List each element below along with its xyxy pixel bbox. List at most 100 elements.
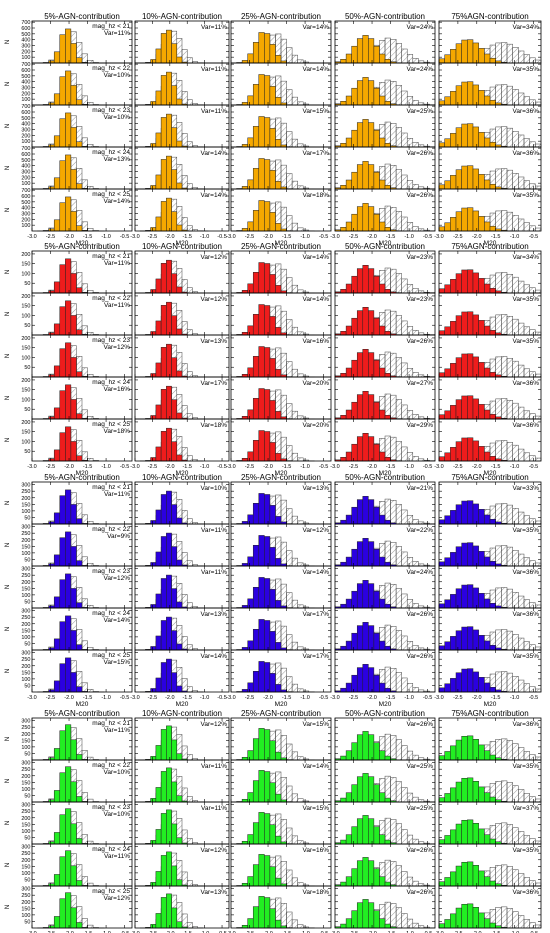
histogram-bar — [160, 389, 167, 420]
open-histogram-bar — [506, 399, 513, 420]
histogram-bar — [264, 33, 271, 64]
histogram-bar — [176, 454, 183, 462]
open-histogram-bar — [186, 371, 193, 378]
histogram-panel: Var=15% — [230, 801, 332, 845]
histogram-bar — [467, 626, 474, 651]
y-tick-label: 150 — [21, 502, 30, 508]
histogram-bar — [450, 321, 457, 336]
x-tick-label: -1.0 — [300, 464, 309, 470]
histogram-bar — [59, 76, 66, 106]
histogram-bar — [53, 51, 61, 64]
histogram-bar — [247, 95, 254, 106]
open-histogram-bar — [280, 499, 287, 525]
histogram-bar — [65, 489, 72, 525]
histogram-bar — [247, 409, 254, 420]
y-tick-label: 50 — [24, 557, 30, 563]
open-histogram-bar — [390, 541, 397, 567]
row-label: mag_hz < 21 — [92, 23, 130, 30]
histogram-bar — [379, 792, 386, 803]
histogram-bar — [450, 552, 457, 567]
var-label: Var=36% — [513, 569, 540, 576]
var-label: Var=36% — [513, 422, 540, 429]
x-tick-label: -1.0 — [510, 234, 519, 240]
y-tick-label: 300 — [21, 483, 30, 489]
histogram-bar — [264, 729, 271, 761]
histogram-bar — [379, 325, 386, 336]
open-histogram-bar — [523, 138, 530, 148]
open-histogram-bar — [523, 54, 530, 64]
histogram-bar — [484, 137, 491, 148]
var-label: Var=11% — [104, 30, 130, 37]
y-tick-label: 50 — [24, 281, 30, 287]
y-tick-label: 250 — [21, 725, 30, 731]
var-label: Var=14% — [201, 192, 228, 199]
var-label: Var=14% — [201, 150, 228, 157]
histogram-bar — [472, 42, 479, 64]
open-histogram-bar — [390, 39, 397, 64]
histogram-bar — [166, 809, 172, 845]
histogram-bar — [264, 578, 271, 609]
column-title: 75%AGN-contribution — [451, 12, 528, 21]
histogram-bar — [247, 451, 254, 462]
x-tick-label: -2.5 — [46, 695, 55, 701]
open-histogram-bar — [406, 792, 414, 803]
histogram-bar — [472, 545, 479, 567]
y-tick-label: 300 — [21, 845, 30, 851]
histogram-bar — [275, 793, 282, 803]
histogram-bar — [484, 682, 491, 693]
histogram-bar — [484, 514, 491, 525]
histogram-bar — [467, 500, 474, 525]
histogram-bar — [53, 407, 61, 420]
histogram-panel: Var=11% — [134, 801, 230, 845]
histogram-bar — [461, 500, 468, 525]
x-tick-label: -2.5 — [245, 464, 254, 470]
histogram-bar — [171, 504, 178, 525]
histogram-bar — [171, 357, 178, 378]
var-label: Var=36% — [513, 611, 540, 618]
open-histogram-bar — [412, 226, 419, 232]
histogram-bar — [70, 781, 77, 803]
histogram-bar — [53, 638, 61, 651]
open-histogram-bar — [291, 368, 298, 378]
open-histogram-bar — [412, 519, 419, 525]
open-histogram-bar — [523, 793, 530, 803]
histogram-bar — [264, 620, 271, 651]
open-histogram-bar — [512, 318, 519, 336]
histogram-bar — [373, 275, 380, 294]
histogram-bar — [467, 269, 474, 294]
y-axis-label: N — [5, 396, 11, 400]
open-histogram-bar — [535, 840, 542, 845]
histogram-bar — [59, 495, 66, 525]
histogram-bar — [362, 119, 369, 148]
x-tick-label: -2.5 — [349, 695, 358, 701]
open-histogram-bar — [512, 402, 519, 420]
histogram-bar — [373, 632, 380, 651]
var-label: Var=10% — [104, 769, 131, 776]
histogram-bar — [351, 129, 358, 148]
histogram-bar — [59, 814, 66, 845]
y-tick-label: 200 — [21, 217, 30, 223]
histogram-bar — [252, 780, 260, 803]
open-histogram-bar — [395, 399, 402, 420]
histogram-bar — [484, 53, 491, 64]
open-histogram-bar — [280, 394, 287, 420]
open-histogram-bar — [523, 515, 530, 525]
panel-frame — [230, 188, 332, 232]
histogram-bar — [160, 494, 167, 525]
open-histogram-bar — [395, 441, 402, 462]
histogram-bar — [65, 808, 72, 845]
x-tick-label: -0.5 — [319, 464, 328, 470]
histogram-bar — [368, 436, 375, 462]
x-tick-label: -1.0 — [404, 464, 413, 470]
row-label: mag_hz < 22 — [92, 526, 130, 533]
histogram-bar — [351, 548, 358, 567]
open-histogram-bar — [406, 54, 414, 64]
open-histogram-bar — [512, 173, 519, 190]
histogram-bar — [489, 288, 496, 294]
open-histogram-bar — [280, 164, 287, 190]
histogram-bar — [368, 394, 375, 420]
histogram-bar — [356, 38, 364, 64]
